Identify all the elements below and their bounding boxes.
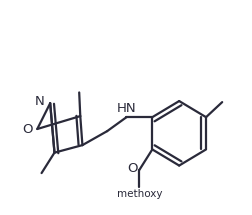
Text: N: N	[35, 95, 45, 108]
Text: O: O	[127, 162, 137, 175]
Text: methoxy: methoxy	[117, 189, 162, 199]
Text: HN: HN	[116, 102, 136, 115]
Text: O: O	[22, 123, 32, 136]
